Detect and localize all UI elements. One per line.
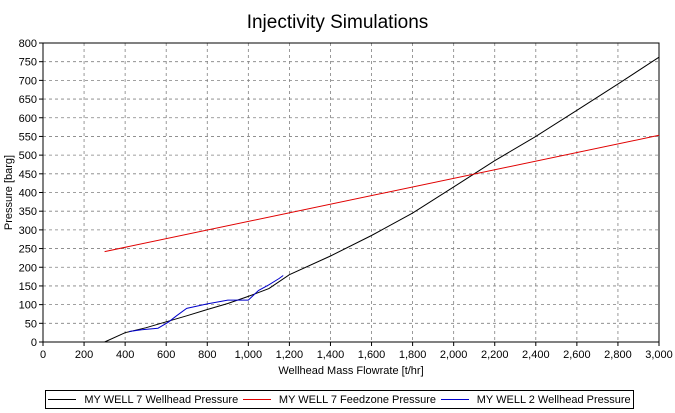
- x-tick-label: 0: [40, 349, 46, 361]
- series-group: [104, 56, 660, 343]
- x-tick-label: 1,000: [235, 349, 263, 361]
- y-tick-label: 700: [19, 75, 37, 87]
- x-tick-label: 1,200: [276, 349, 304, 361]
- y-axis-label: Pressure [barg]: [3, 155, 15, 230]
- chart-title: Injectivity Simulations: [246, 12, 429, 33]
- x-tick-label: 2,000: [440, 349, 468, 361]
- y-tick-label: 600: [19, 113, 37, 125]
- x-tick-label: 2,400: [522, 349, 550, 361]
- x-tick-label: 3,000: [645, 349, 673, 361]
- series-line-well2-wellhead: [129, 275, 284, 332]
- grid: [43, 43, 659, 342]
- x-tick-label: 2,200: [481, 349, 509, 361]
- y-tick-label: 250: [19, 244, 37, 256]
- legend-item-well7-feedzone: MY WELL 7 Feedzone Pressure: [242, 393, 437, 406]
- x-tick-label: 600: [157, 349, 175, 361]
- y-tick-label: 550: [19, 131, 37, 143]
- legend-item-well7-wellhead: MY WELL 7 Wellhead Pressure: [48, 394, 238, 406]
- y-tick-label: 0: [31, 337, 37, 349]
- x-tick-label: 1,800: [399, 349, 427, 361]
- y-tick-label: 500: [19, 150, 37, 162]
- legend-label-well7-wellhead: MY WELL 7 Wellhead Pressure: [84, 393, 239, 406]
- y-tick-label: 300: [19, 225, 37, 237]
- y-tick-label: 400: [19, 188, 37, 200]
- x-tick-label: 400: [116, 349, 134, 361]
- legend: MY WELL 7 Wellhead Pressure MY WELL 7 Fe…: [45, 390, 634, 409]
- legend-label-well7-feedzone: MY WELL 7 Feedzone Pressure: [278, 393, 437, 406]
- legend-label-well2-wellhead: MY WELL 2 Wellhead Pressure: [476, 393, 631, 406]
- y-tick-label: 100: [19, 300, 37, 312]
- y-tick-label: 200: [19, 262, 37, 274]
- y-tick-label: 350: [19, 206, 37, 218]
- y-tick-label: 650: [19, 94, 37, 106]
- y-tick-label: 750: [19, 57, 37, 69]
- x-tick-label: 1,400: [317, 349, 345, 361]
- legend-swatch-well2-wellhead: [440, 399, 469, 400]
- x-axis-label: Wellhead Mass Flowrate [t/hr]: [278, 365, 423, 377]
- y-axis: 0 50 100 150 200 250 300 350 400 450 500 550 600 650 7…: [19, 38, 43, 349]
- x-axis: 0 200 400 600 800 1,000 1,200 1,400 1,600 1,800 2,…: [40, 342, 673, 361]
- legend-swatch-well7-wellhead: [48, 399, 77, 400]
- x-tick-label: 2,600: [563, 349, 591, 361]
- series-line-well7-feedzone: [104, 134, 660, 253]
- x-tick-label: 1,600: [358, 349, 386, 361]
- x-tick-label: 800: [198, 349, 216, 361]
- y-tick-label: 50: [25, 318, 37, 330]
- legend-item-well2-wellhead: MY WELL 2 Wellhead Pressure: [440, 393, 631, 406]
- y-tick-label: 450: [19, 169, 37, 181]
- y-tick-label: 150: [19, 281, 37, 293]
- legend-swatch-well7-feedzone: [242, 399, 271, 400]
- x-tick-label: 200: [75, 349, 93, 361]
- x-tick-label: 2,800: [604, 349, 632, 361]
- series-line-well7-wellhead: [104, 56, 660, 343]
- y-tick-label: 800: [19, 38, 37, 50]
